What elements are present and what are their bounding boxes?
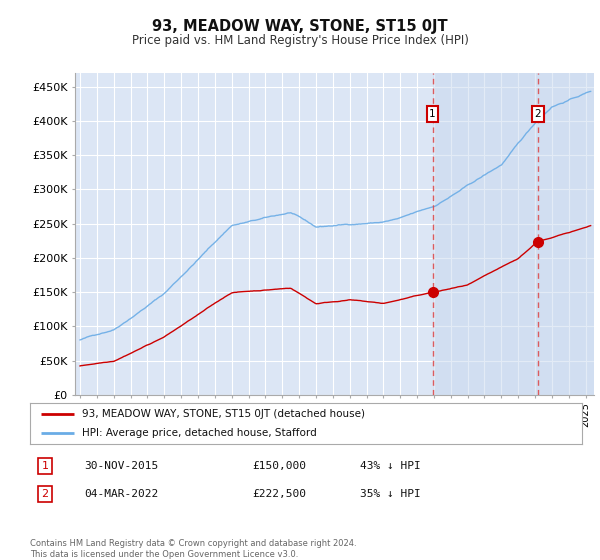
Text: 43% ↓ HPI: 43% ↓ HPI xyxy=(360,461,421,471)
Text: 93, MEADOW WAY, STONE, ST15 0JT (detached house): 93, MEADOW WAY, STONE, ST15 0JT (detache… xyxy=(82,409,365,419)
Text: 1: 1 xyxy=(429,109,436,119)
Text: £150,000: £150,000 xyxy=(252,461,306,471)
Text: £222,500: £222,500 xyxy=(252,489,306,499)
Text: 93, MEADOW WAY, STONE, ST15 0JT: 93, MEADOW WAY, STONE, ST15 0JT xyxy=(152,20,448,34)
Text: Contains HM Land Registry data © Crown copyright and database right 2024.
This d: Contains HM Land Registry data © Crown c… xyxy=(30,539,356,559)
Text: 04-MAR-2022: 04-MAR-2022 xyxy=(84,489,158,499)
Text: 30-NOV-2015: 30-NOV-2015 xyxy=(84,461,158,471)
Bar xyxy=(433,73,594,395)
Text: 2: 2 xyxy=(41,489,49,499)
Text: Price paid vs. HM Land Registry's House Price Index (HPI): Price paid vs. HM Land Registry's House … xyxy=(131,34,469,47)
Text: HPI: Average price, detached house, Stafford: HPI: Average price, detached house, Staf… xyxy=(82,428,317,437)
Text: 35% ↓ HPI: 35% ↓ HPI xyxy=(360,489,421,499)
Text: 1: 1 xyxy=(41,461,49,471)
Text: 2: 2 xyxy=(535,109,541,119)
